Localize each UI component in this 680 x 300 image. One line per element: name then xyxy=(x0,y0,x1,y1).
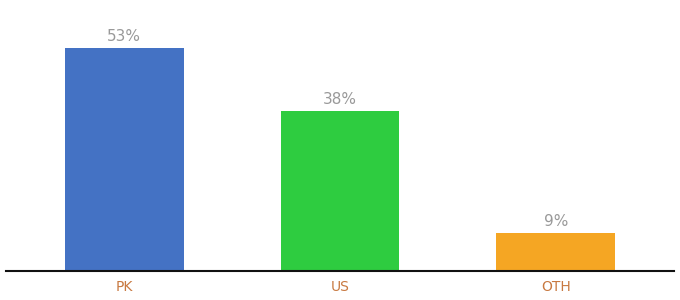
Text: 53%: 53% xyxy=(107,29,141,44)
Text: 38%: 38% xyxy=(323,92,357,107)
Text: 9%: 9% xyxy=(543,214,568,230)
Bar xyxy=(281,111,399,271)
Bar xyxy=(496,233,615,271)
Bar xyxy=(65,48,184,271)
